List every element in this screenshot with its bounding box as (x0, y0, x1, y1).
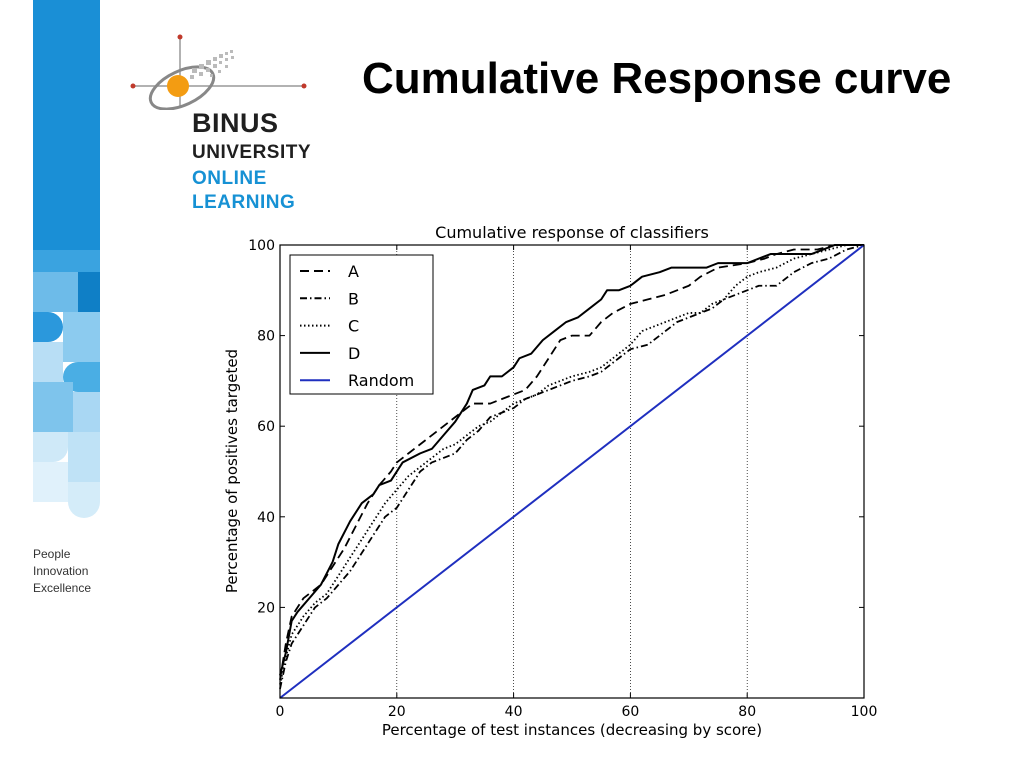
x-tick-label: 100 (851, 704, 878, 720)
logo-text-university: UNIVERSITY (192, 142, 312, 163)
logo-emblem-icon (130, 34, 307, 111)
y-tick-label: 40 (257, 510, 275, 526)
y-tick-label: 100 (248, 238, 275, 254)
y-tick-label: 60 (257, 419, 275, 435)
series-line-a (279, 244, 864, 681)
legend-label-c: C (348, 317, 359, 336)
legend-label-random: Random (348, 371, 414, 390)
side-decorative-strip (0, 0, 100, 530)
slide-title: Cumulative Response curve (362, 54, 952, 103)
axis-ticks: 0 20 40 60 80 100 20 40 60 80 100 (248, 238, 877, 720)
series-line-random (279, 244, 865, 699)
series-line-d (279, 244, 864, 676)
legend-label-d: D (348, 344, 360, 363)
logo-text-learning: LEARNING (192, 192, 296, 213)
y-tick-label: 20 (257, 600, 275, 616)
tagline: People Innovation Excellence (33, 546, 91, 597)
tagline-line: People (33, 547, 71, 561)
x-tick-label: 80 (738, 704, 756, 720)
logo-text-binus: BINUS (192, 108, 279, 138)
x-tick-label: 20 (388, 704, 406, 720)
x-axis-label: Percentage of test instances (decreasing… (382, 721, 762, 739)
legend-label-b: B (348, 289, 359, 308)
series-lines (279, 244, 865, 699)
x-tick-label: 40 (505, 704, 523, 720)
tagline-line: Excellence (33, 581, 92, 595)
y-axis-label: Percentage of positives targeted (223, 349, 241, 593)
legend-box (289, 254, 434, 395)
x-tick-label: 0 (276, 704, 285, 720)
legend-label-a: A (348, 262, 359, 281)
tagline-line: Innovation (33, 564, 89, 578)
plot-frame (279, 244, 865, 699)
x-tick-label: 60 (621, 704, 639, 720)
chart-title: Cumulative response of classifiers (435, 223, 709, 242)
binus-logo: BINUS UNIVERSITY ONLINE LEARNING (130, 30, 350, 220)
y-tick-label: 80 (257, 329, 275, 345)
series-line-c (279, 244, 864, 685)
cumulative-response-chart: Cumulative response of classifiers 0 20 40… (223, 223, 877, 739)
logo-text-online: ONLINE (192, 168, 267, 189)
